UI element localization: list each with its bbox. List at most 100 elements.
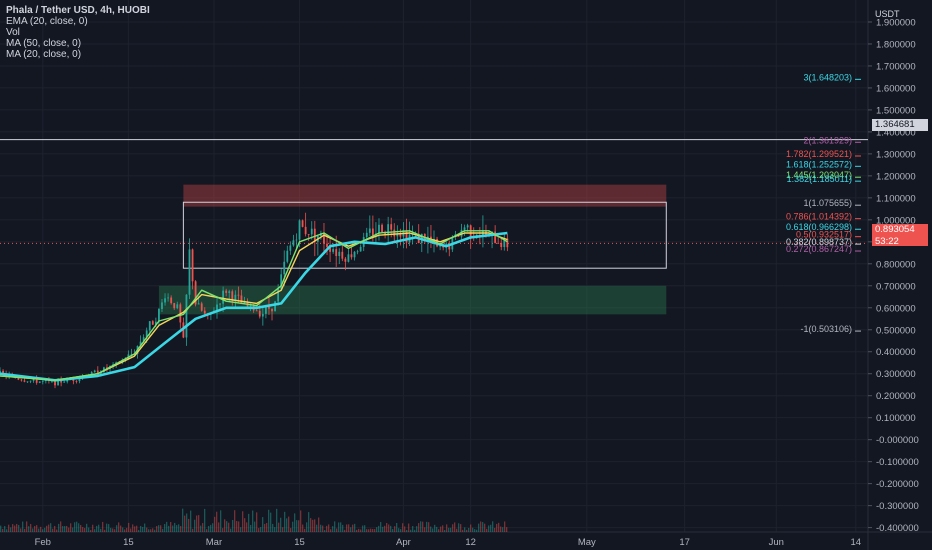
- candle-body: [41, 380, 44, 382]
- legend-vol[interactable]: Vol: [6, 27, 20, 38]
- volume-bar: [434, 524, 436, 532]
- x-tick-label: Apr: [396, 537, 411, 548]
- volume-bar: [176, 525, 178, 532]
- candle-body: [240, 295, 243, 303]
- y-tick-label: 1.900000: [876, 17, 916, 28]
- volume-bar: [100, 528, 102, 532]
- volume-bar: [224, 519, 226, 532]
- volume-bar: [88, 527, 90, 532]
- candle-body: [54, 380, 56, 386]
- candle-body: [283, 261, 286, 275]
- fib-level-label: 1.445(1.203047): [786, 170, 852, 180]
- volume-bar: [490, 524, 492, 532]
- volume-bar: [374, 529, 376, 532]
- y-tick-label: 1.400000: [876, 127, 916, 138]
- candle-body: [332, 249, 335, 252]
- volume-bar: [400, 529, 402, 532]
- candle-body: [274, 301, 276, 312]
- candle-body: [32, 378, 35, 381]
- volume-bar: [64, 526, 66, 532]
- candle-body: [197, 303, 200, 305]
- volume-bar: [360, 529, 362, 532]
- volume-bar: [46, 525, 48, 532]
- volume-bar: [40, 526, 42, 532]
- candle-body: [29, 380, 32, 382]
- candle-body: [368, 228, 371, 233]
- candle-body: [460, 229, 463, 237]
- candle-body: [188, 249, 191, 295]
- volume-bar: [326, 525, 328, 532]
- volume-bar: [432, 528, 434, 532]
- legend-symbol[interactable]: Phala / Tether USD, 4h, HUOBI: [6, 5, 150, 16]
- legend-ma20[interactable]: MA (20, close, 0): [6, 49, 82, 60]
- candle-body: [500, 243, 503, 248]
- volume-bar: [48, 524, 50, 532]
- volume-bar: [2, 528, 4, 532]
- fib-level-label: 2(1.361929): [803, 135, 852, 145]
- volume-bar: [108, 524, 110, 532]
- candle-body: [249, 304, 252, 307]
- candle-body: [277, 288, 280, 302]
- volume-bar: [214, 516, 216, 532]
- volume-bar: [122, 527, 124, 532]
- candle-body: [338, 251, 341, 257]
- volume-bar: [276, 508, 278, 532]
- candle-body: [66, 379, 69, 382]
- volume-bar: [210, 524, 212, 532]
- candle-body: [20, 379, 23, 381]
- volume-bar: [50, 523, 52, 532]
- legend-ma50[interactable]: MA (50, close, 0): [6, 38, 82, 49]
- candle-body: [63, 381, 66, 383]
- volume-bar: [8, 524, 10, 532]
- y-tick-label: 1.800000: [876, 39, 916, 50]
- volume-bar: [324, 529, 326, 532]
- volume-bar: [20, 528, 22, 532]
- legend-ema20[interactable]: EMA (20, close, 0): [6, 16, 88, 27]
- candle-body: [255, 310, 258, 312]
- volume-bar: [186, 513, 188, 532]
- candle-body: [148, 321, 151, 331]
- candle-body: [286, 250, 289, 262]
- candle-body: [304, 226, 307, 235]
- candle-body: [371, 228, 374, 236]
- x-tick-label: 15: [123, 537, 134, 548]
- volume-bar: [384, 525, 386, 532]
- volume-bar: [302, 524, 304, 532]
- volume-bar: [204, 508, 206, 532]
- candle-body: [347, 254, 350, 262]
- volume-bar: [32, 528, 34, 532]
- volume-bar: [192, 528, 194, 532]
- candle-body: [466, 225, 469, 228]
- volume-bar: [222, 528, 224, 532]
- candle-body: [216, 304, 218, 311]
- volume-bar: [500, 526, 502, 532]
- volume-bar: [394, 526, 396, 532]
- volume-bar: [366, 529, 368, 532]
- volume-bar: [274, 527, 276, 532]
- x-tick-label: Mar: [206, 537, 222, 548]
- candle-body: [167, 297, 169, 299]
- volume-bars: [0, 508, 508, 532]
- chart-legend: Phala / Tether USD, 4h, HUOBI EMA (20, c…: [6, 5, 150, 60]
- volume-bar: [246, 522, 248, 532]
- volume-bar: [296, 520, 298, 532]
- candle-body: [265, 306, 267, 314]
- fib-level-label: 0.786(1.014392): [786, 212, 852, 222]
- volume-bar: [36, 525, 38, 532]
- volume-bar: [286, 518, 288, 532]
- volume-bar: [158, 525, 160, 532]
- volume-bar: [476, 529, 478, 532]
- volume-bar: [270, 512, 272, 532]
- volume-bar: [486, 528, 488, 532]
- volume-bar: [54, 525, 56, 532]
- volume-bar: [504, 521, 506, 532]
- volume-bar: [460, 524, 462, 532]
- fib-level-label: 1(1.075655): [803, 198, 852, 208]
- volume-bar: [106, 523, 108, 532]
- volume-bar: [362, 525, 364, 532]
- volume-bar: [138, 529, 140, 532]
- candle-body: [2, 370, 4, 374]
- x-tick-label: 17: [679, 537, 690, 548]
- volume-bar: [80, 525, 82, 532]
